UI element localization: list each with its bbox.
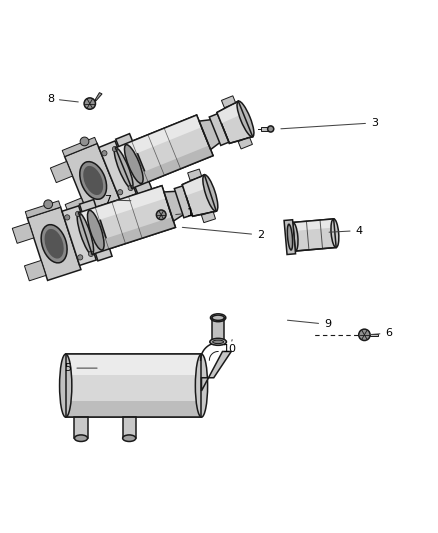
Polygon shape <box>238 137 252 149</box>
Polygon shape <box>25 201 60 218</box>
Text: 9: 9 <box>287 319 331 329</box>
Polygon shape <box>62 206 96 265</box>
Polygon shape <box>212 318 224 344</box>
Polygon shape <box>217 101 244 123</box>
Circle shape <box>268 126 274 132</box>
Circle shape <box>112 147 117 151</box>
Ellipse shape <box>74 435 88 441</box>
Polygon shape <box>293 219 334 231</box>
Polygon shape <box>12 223 34 244</box>
Text: 8: 8 <box>47 94 78 104</box>
Polygon shape <box>66 354 201 375</box>
Ellipse shape <box>203 175 218 211</box>
Polygon shape <box>123 417 136 438</box>
Circle shape <box>75 211 81 216</box>
Circle shape <box>156 210 166 220</box>
Polygon shape <box>79 199 112 261</box>
Polygon shape <box>174 186 192 218</box>
Text: 1: 1 <box>176 208 194 218</box>
Polygon shape <box>201 212 215 223</box>
Polygon shape <box>284 220 296 255</box>
Polygon shape <box>201 351 231 391</box>
Polygon shape <box>65 143 122 217</box>
Ellipse shape <box>210 338 226 345</box>
Text: 5: 5 <box>64 363 97 373</box>
Text: 3: 3 <box>281 118 378 129</box>
Polygon shape <box>128 146 213 189</box>
Ellipse shape <box>331 219 339 247</box>
Ellipse shape <box>45 229 64 259</box>
Polygon shape <box>370 334 378 336</box>
Polygon shape <box>74 417 88 438</box>
Ellipse shape <box>287 224 293 250</box>
Ellipse shape <box>41 224 67 263</box>
Circle shape <box>102 151 107 156</box>
Polygon shape <box>99 141 136 200</box>
Polygon shape <box>217 101 253 143</box>
Ellipse shape <box>290 222 298 251</box>
Circle shape <box>117 190 123 195</box>
Ellipse shape <box>83 166 103 195</box>
Polygon shape <box>27 207 81 280</box>
Ellipse shape <box>77 213 94 254</box>
Circle shape <box>128 185 133 191</box>
Ellipse shape <box>124 144 143 183</box>
Text: 4: 4 <box>329 225 363 236</box>
Circle shape <box>84 98 95 109</box>
Text: 2: 2 <box>182 228 264 240</box>
Ellipse shape <box>212 340 223 344</box>
Ellipse shape <box>195 354 208 417</box>
Polygon shape <box>182 175 208 196</box>
Circle shape <box>88 251 94 256</box>
Polygon shape <box>66 354 201 417</box>
Circle shape <box>359 329 370 341</box>
Polygon shape <box>222 96 236 108</box>
Ellipse shape <box>80 161 106 199</box>
Polygon shape <box>62 138 97 157</box>
Polygon shape <box>116 115 213 189</box>
Text: 6: 6 <box>370 328 392 338</box>
Polygon shape <box>209 114 229 146</box>
Polygon shape <box>50 161 73 183</box>
Polygon shape <box>182 175 216 216</box>
Polygon shape <box>164 191 184 221</box>
Ellipse shape <box>60 354 72 417</box>
Polygon shape <box>95 93 102 101</box>
Ellipse shape <box>114 148 133 189</box>
Polygon shape <box>199 119 221 150</box>
Polygon shape <box>187 169 202 180</box>
Polygon shape <box>78 185 176 254</box>
Ellipse shape <box>88 211 104 250</box>
Polygon shape <box>89 217 176 254</box>
Circle shape <box>78 255 83 260</box>
Polygon shape <box>261 127 271 131</box>
Polygon shape <box>25 261 46 281</box>
Polygon shape <box>78 185 166 225</box>
Circle shape <box>64 215 70 220</box>
Text: 10: 10 <box>223 340 237 354</box>
Circle shape <box>44 200 53 208</box>
Polygon shape <box>293 219 336 251</box>
Ellipse shape <box>237 101 254 137</box>
Polygon shape <box>65 198 87 219</box>
Polygon shape <box>66 401 201 417</box>
Text: 7: 7 <box>104 195 131 205</box>
Ellipse shape <box>123 435 136 441</box>
Polygon shape <box>116 134 152 195</box>
Circle shape <box>80 137 89 146</box>
Ellipse shape <box>212 315 224 320</box>
Polygon shape <box>116 115 201 160</box>
